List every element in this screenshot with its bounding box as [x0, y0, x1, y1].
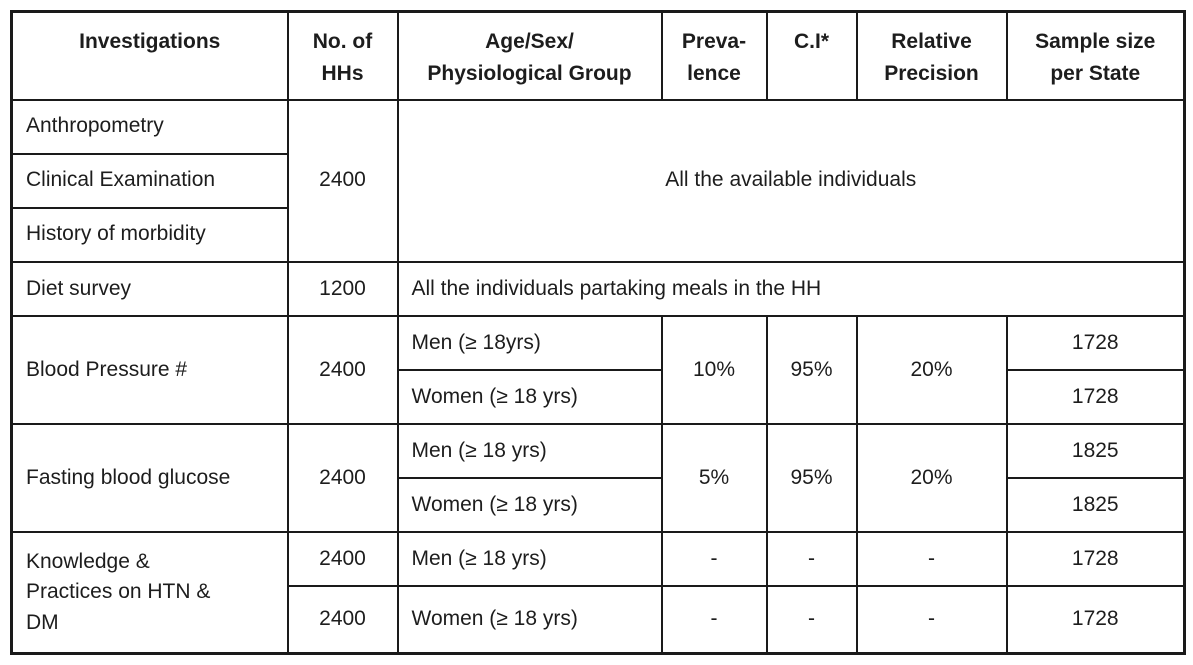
cell-knowledge-practices-men-hhs: 2400 — [286, 530, 399, 588]
cell-blood-pressure-hhs: 2400 — [286, 314, 399, 425]
cell-blood-pressure: Blood Pressure # — [10, 314, 289, 425]
table-row-fasting-glucose-women: Women (≥ 18 yrs) 1825 — [12, 476, 1186, 534]
cell-diet-survey-hhs: 1200 — [286, 260, 399, 317]
table-row-knowledge-practices-women: 2400 Women (≥ 18 yrs) - - - 1728 — [12, 585, 1186, 655]
table-row-anthropometry: Anthropometry 2400 All the available ind… — [10, 98, 1186, 263]
cell-anthropometry: Anthropometry — [10, 98, 289, 155]
header-investigations: Investigations — [10, 10, 289, 101]
cell-available-group-note: All the available individuals — [396, 98, 1186, 263]
cell-fasting-glucose-men-sample: 1825 — [1005, 422, 1186, 479]
cell-knowledge-practices-men-sample: 1728 — [1005, 530, 1186, 588]
header-relative-precision: Relative Precision — [855, 10, 1008, 101]
cell-fasting-glucose-men-group: Men (≥ 18 yrs) — [396, 422, 663, 479]
table-row-blood-pressure-men: Blood Pressure # 2400 Men (≥ 18yrs) 10% … — [10, 314, 1186, 425]
cell-knowledge-practices-women-precision: - — [855, 585, 1008, 655]
cell-fasting-glucose-women-group: Women (≥ 18 yrs) — [396, 476, 663, 534]
header-ci: C.I* — [765, 10, 858, 101]
table-row-knowledge-practices-men: Knowledge & Practices on HTN & DM 2400 M… — [10, 530, 1186, 655]
cell-blood-pressure-men-sample: 1728 — [1005, 314, 1186, 371]
cell-fasting-glucose-hhs: 2400 — [286, 422, 399, 534]
cell-fasting-glucose: Fasting blood glucose — [10, 422, 289, 534]
cell-fasting-glucose-precision: 20% — [855, 422, 1008, 534]
table-row-clinical-examination: Clinical Examination — [10, 152, 1185, 209]
cell-blood-pressure-men-group: Men (≥ 18yrs) — [396, 314, 663, 371]
cell-knowledge-practices: Knowledge & Practices on HTN & DM — [10, 531, 289, 655]
cell-blood-pressure-prevalence: 10% — [660, 314, 768, 425]
table-row-fasting-glucose-men: Fasting blood glucose 2400 Men (≥ 18 yrs… — [10, 422, 1186, 534]
header-sample-size: Sample size per State — [1005, 10, 1186, 101]
cell-diet-survey-note: All the individuals partaking meals in t… — [396, 260, 1186, 317]
header-no-of-hhs: No. of HHs — [286, 10, 399, 101]
sampling-plan-table: Investigations No. of HHs Age/Sex/ Physi… — [10, 10, 1186, 655]
table-row-history-of-morbidity: History of morbidity — [10, 206, 1185, 263]
cell-knowledge-practices-women-ci: - — [765, 585, 858, 655]
table-row-blood-pressure-women: Women (≥ 18 yrs) 1728 — [12, 368, 1186, 425]
cell-blood-pressure-women-sample: 1728 — [1005, 368, 1186, 425]
table-row-diet-survey: Diet survey 1200 All the individuals par… — [10, 260, 1186, 317]
cell-blood-pressure-women-group: Women (≥ 18 yrs) — [396, 368, 663, 425]
cell-available-group-hhs: 2400 — [286, 98, 399, 263]
cell-clinical-examination: Clinical Examination — [10, 152, 289, 209]
cell-fasting-glucose-ci: 95% — [765, 422, 858, 534]
cell-diet-survey: Diet survey — [10, 260, 289, 317]
cell-knowledge-practices-women-hhs: 2400 — [286, 585, 399, 655]
header-prevalence: Preva- lence — [660, 10, 768, 101]
cell-fasting-glucose-women-sample: 1825 — [1005, 476, 1186, 534]
header-age-sex-group: Age/Sex/ Physiological Group — [396, 10, 663, 101]
cell-knowledge-practices-men-prevalence: - — [660, 530, 768, 588]
cell-blood-pressure-ci: 95% — [765, 314, 858, 425]
cell-knowledge-practices-men-ci: - — [765, 530, 858, 588]
cell-knowledge-practices-women-prevalence: - — [660, 585, 768, 655]
cell-knowledge-practices-men-group: Men (≥ 18 yrs) — [396, 530, 663, 588]
cell-knowledge-practices-women-sample: 1728 — [1005, 585, 1186, 655]
cell-knowledge-practices-men-precision: - — [855, 530, 1008, 588]
cell-fasting-glucose-prevalence: 5% — [660, 422, 768, 534]
header-row: Investigations No. of HHs Age/Sex/ Physi… — [10, 10, 1186, 101]
cell-knowledge-practices-women-group: Women (≥ 18 yrs) — [396, 585, 663, 655]
cell-blood-pressure-precision: 20% — [855, 314, 1008, 425]
cell-history-of-morbidity: History of morbidity — [10, 206, 289, 263]
